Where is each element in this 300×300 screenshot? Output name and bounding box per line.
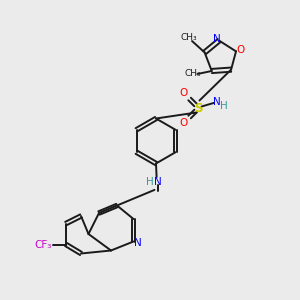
Text: N: N bbox=[213, 34, 220, 44]
Text: O: O bbox=[236, 45, 244, 55]
Text: S: S bbox=[194, 101, 202, 115]
Text: O: O bbox=[179, 118, 188, 128]
Text: N: N bbox=[154, 177, 161, 188]
Text: H: H bbox=[220, 101, 228, 111]
Text: O: O bbox=[179, 88, 188, 98]
Text: CH₃: CH₃ bbox=[180, 33, 197, 42]
Text: N: N bbox=[213, 97, 221, 107]
Text: N: N bbox=[134, 238, 142, 248]
Text: CH₃: CH₃ bbox=[184, 70, 201, 79]
Text: CF₃: CF₃ bbox=[35, 239, 52, 250]
Text: H: H bbox=[146, 177, 153, 188]
